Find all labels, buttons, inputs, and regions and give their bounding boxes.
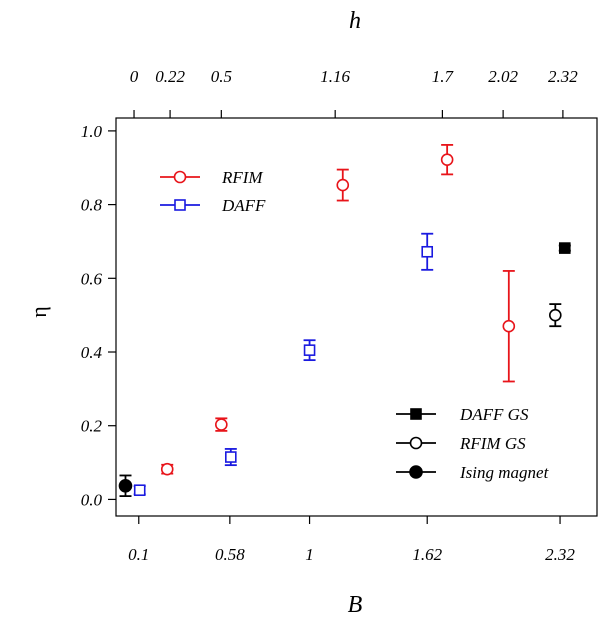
series-rfim bbox=[160, 144, 516, 476]
y-tick-label: 0.2 bbox=[81, 417, 103, 436]
y-axis-label: η bbox=[26, 306, 51, 318]
y-tick-label: 1.0 bbox=[81, 122, 103, 141]
axes: 0.0 0.2 0.4 0.6 0.8 1.0 0.1 0.58 1 1.62 2.32 0 0.22 0… bbox=[81, 67, 598, 564]
x-tick-label: 0.58 bbox=[215, 545, 245, 564]
x-tick-label: 1.62 bbox=[412, 545, 442, 564]
marker-open-circle bbox=[173, 170, 187, 184]
x-tick-label: 2.32 bbox=[545, 545, 575, 564]
marker-open-circle bbox=[549, 308, 562, 322]
x2-tick-label: 1.16 bbox=[320, 67, 350, 86]
marker-open-square bbox=[303, 344, 316, 356]
x2-tick-label: 1.7 bbox=[432, 67, 455, 86]
y-tick-label: 0.0 bbox=[81, 490, 103, 509]
y-tick-label: 0.6 bbox=[81, 269, 103, 288]
marker-filled-square bbox=[410, 408, 422, 420]
plot-frame bbox=[115, 117, 598, 517]
x2-tick-label: 2.32 bbox=[548, 67, 578, 86]
marker-open-circle bbox=[440, 153, 454, 166]
x2-tick-label: 2.02 bbox=[488, 67, 518, 86]
x-tick-label: 0.1 bbox=[128, 545, 149, 564]
legend-entry-daff: DAFF bbox=[160, 196, 266, 215]
marker-open-circle bbox=[215, 418, 228, 431]
y-tick-label: 0.4 bbox=[81, 343, 103, 362]
legend-entry-rfim-gs: RFIM GS bbox=[396, 434, 526, 453]
marker-open-square bbox=[225, 451, 237, 463]
marker-open-circle bbox=[409, 436, 423, 450]
series-daff-gs bbox=[558, 242, 571, 254]
x2-tick-label: 0.5 bbox=[211, 67, 232, 86]
legend-entry-ising-magnet: Ising magnet bbox=[396, 463, 550, 482]
marker-filled-square bbox=[558, 242, 571, 254]
legend-label: DAFF GS bbox=[459, 405, 529, 424]
legends: RFIM DAFF DAFF GS RFIM GS Ising magnet bbox=[160, 168, 550, 482]
series-ising-magnet bbox=[118, 474, 133, 498]
marker-filled-circle bbox=[118, 478, 133, 493]
legend-label: RFIM bbox=[221, 168, 263, 187]
marker-open-circle bbox=[502, 319, 516, 333]
legend-label: RFIM GS bbox=[459, 434, 526, 453]
series-rfim-gs bbox=[549, 303, 562, 328]
x2-axis-label: h bbox=[349, 8, 361, 34]
x2-tick-label: 0 bbox=[130, 67, 139, 86]
legend-label: DAFF bbox=[221, 196, 266, 215]
x-axis-label: B bbox=[348, 592, 363, 618]
marker-open-circle bbox=[336, 178, 350, 192]
y-tick-label: 0.8 bbox=[81, 196, 103, 215]
data-marks bbox=[118, 144, 571, 498]
marker-open-square bbox=[421, 245, 434, 258]
series-daff bbox=[133, 232, 434, 497]
legend-label: Ising magnet bbox=[459, 463, 550, 482]
legend-entry-rfim: RFIM bbox=[160, 168, 263, 187]
marker-open-circle bbox=[160, 462, 174, 476]
legend-entry-daff-gs: DAFF GS bbox=[396, 405, 529, 424]
marker-open-square bbox=[133, 484, 146, 497]
x-tick-label: 1 bbox=[305, 545, 314, 564]
marker-open-square bbox=[174, 199, 186, 211]
marker-filled-circle bbox=[409, 465, 423, 479]
x2-tick-label: 0.22 bbox=[155, 67, 185, 86]
